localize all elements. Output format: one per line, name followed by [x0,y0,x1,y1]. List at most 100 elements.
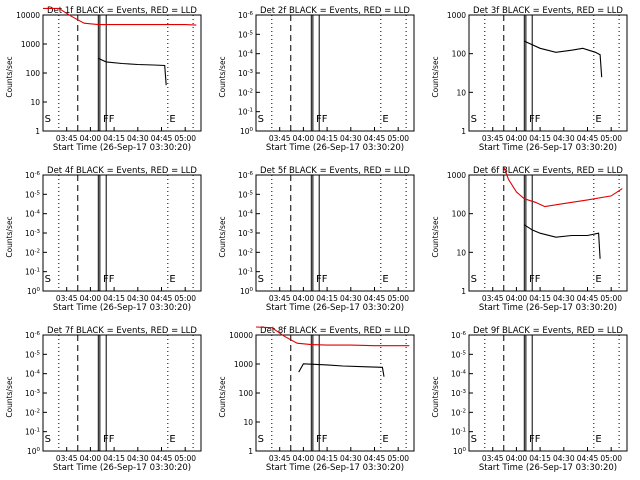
series-events-line [298,363,385,377]
y-tick-label: 10000 [16,11,40,20]
x-tick-label: 04:45 [364,454,386,463]
x-tick-label: 04:15 [103,134,125,143]
y-tick-label: 10 [243,418,253,427]
y-tick-label: 10-1 [451,428,466,437]
flare-marker-F: FF [316,434,328,445]
x-tick-label: 04:00 [80,134,102,143]
y-axis-label: Counts/sec [5,376,14,417]
y-tick-label: 10-2 [25,408,40,417]
y-tick-label: 10-2 [25,248,40,257]
y-tick-label: 1 [461,127,466,136]
y-tick-label: 100 [239,389,254,398]
plot-frame [255,334,415,452]
x-tick-label: 05:00 [387,134,409,143]
y-tick-label: 10-6 [25,171,41,180]
x-tick-label: 04:15 [103,294,125,303]
x-axis-label: Start Time (26-Sep-17 03:30:20) [479,303,617,313]
y-axis-label: Counts/sec [431,216,440,257]
detector-panel-7: Det 7f BLACK = Events, RED = LLD 03:45 04:… [5,326,202,473]
y-tick-label: 10-4 [25,370,41,379]
y-axis-label: Counts/sec [218,216,227,257]
series-events-line [98,57,167,86]
plot-frame [468,334,628,452]
start-marker-S: S [258,114,264,125]
x-tick-label: 04:00 [506,134,528,143]
start-marker-S: S [258,434,264,445]
x-tick-label: 04:15 [103,454,125,463]
x-tick-label: 05:00 [387,454,409,463]
y-tick-label: 1000 [447,171,466,180]
x-tick-label: 03:45 [56,134,78,143]
y-axis-label: Counts/sec [5,216,14,257]
series-lld-line [43,7,197,26]
y-tick-label: 10-6 [238,171,254,180]
x-axis-label: Start Time (26-Sep-17 03:30:20) [479,143,617,153]
x-tick-label: 03:45 [482,134,504,143]
x-tick-label: 05:00 [600,134,622,143]
x-tick-label: 05:00 [600,454,622,463]
y-tick-label: 10-6 [451,331,467,340]
x-tick-label: 03:45 [56,454,78,463]
y-tick-label: 10-4 [451,370,467,379]
flare-marker-F: FF [316,114,328,125]
x-tick-label: 05:00 [174,134,196,143]
y-tick-label: 100 [27,287,41,296]
y-tick-label: 100 [453,447,467,456]
panel-title: Det 7f BLACK = Events, RED = LLD [47,326,197,336]
y-tick-label: 10-3 [238,229,254,238]
x-axis-label: Start Time (26-Sep-17 03:30:20) [53,463,191,473]
plot-frame [42,174,202,292]
end-marker-E: E [169,114,175,125]
x-tick-label: 04:30 [340,454,362,463]
x-axis-label: Start Time (26-Sep-17 03:30:20) [266,463,404,473]
y-tick-label: 10-1 [238,108,253,117]
y-tick-label: 10-3 [451,389,467,398]
y-tick-label: 100 [26,69,41,78]
y-tick-label: 10-6 [25,331,41,340]
x-tick-label: 04:30 [127,294,149,303]
y-tick-label: 10000 [229,331,253,340]
x-tick-label: 04:15 [316,294,338,303]
x-tick-label: 04:15 [529,134,551,143]
x-tick-label: 05:00 [174,454,196,463]
y-tick-label: 100 [240,127,254,136]
y-tick-label: 10-3 [25,389,41,398]
x-axis-label: Start Time (26-Sep-17 03:30:20) [266,303,404,313]
detector-panel-2: Det 2f BLACK = Events, RED = LLD 03:45 04:… [218,6,415,153]
panel-title: Det 9f BLACK = Events, RED = LLD [473,326,623,336]
x-tick-label: 04:45 [364,294,386,303]
flare-marker-F: FF [529,434,541,445]
x-tick-label: 04:30 [340,294,362,303]
series-events-line [524,40,603,78]
y-tick-label: 10-4 [25,210,41,219]
x-tick-label: 04:30 [340,134,362,143]
flare-marker-F: FF [103,274,115,285]
x-tick-label: 04:00 [506,294,528,303]
start-marker-S: S [258,274,264,285]
y-tick-label: 10-5 [25,350,41,359]
x-tick-label: 03:45 [269,134,291,143]
x-tick-label: 04:45 [151,134,173,143]
end-marker-E: E [595,434,601,445]
start-marker-S: S [471,274,477,285]
x-tick-label: 05:00 [174,294,196,303]
start-marker-S: S [471,114,477,125]
y-tick-label: 10 [456,88,466,97]
x-tick-label: 04:00 [293,294,315,303]
x-tick-label: 05:00 [600,294,622,303]
x-tick-label: 05:00 [387,294,409,303]
end-marker-E: E [169,274,175,285]
series-lld-line [503,166,623,208]
x-tick-label: 04:45 [577,454,599,463]
y-axis-label: Counts/sec [218,56,227,97]
y-tick-label: 1 [461,287,466,296]
x-tick-label: 04:45 [577,294,599,303]
start-marker-S: S [45,114,51,125]
series-lld-line [255,326,410,347]
flare-marker-F: FF [103,114,115,125]
panel-title: Det 2f BLACK = Events, RED = LLD [260,6,410,16]
x-tick-label: 04:45 [151,454,173,463]
x-tick-label: 04:15 [529,454,551,463]
